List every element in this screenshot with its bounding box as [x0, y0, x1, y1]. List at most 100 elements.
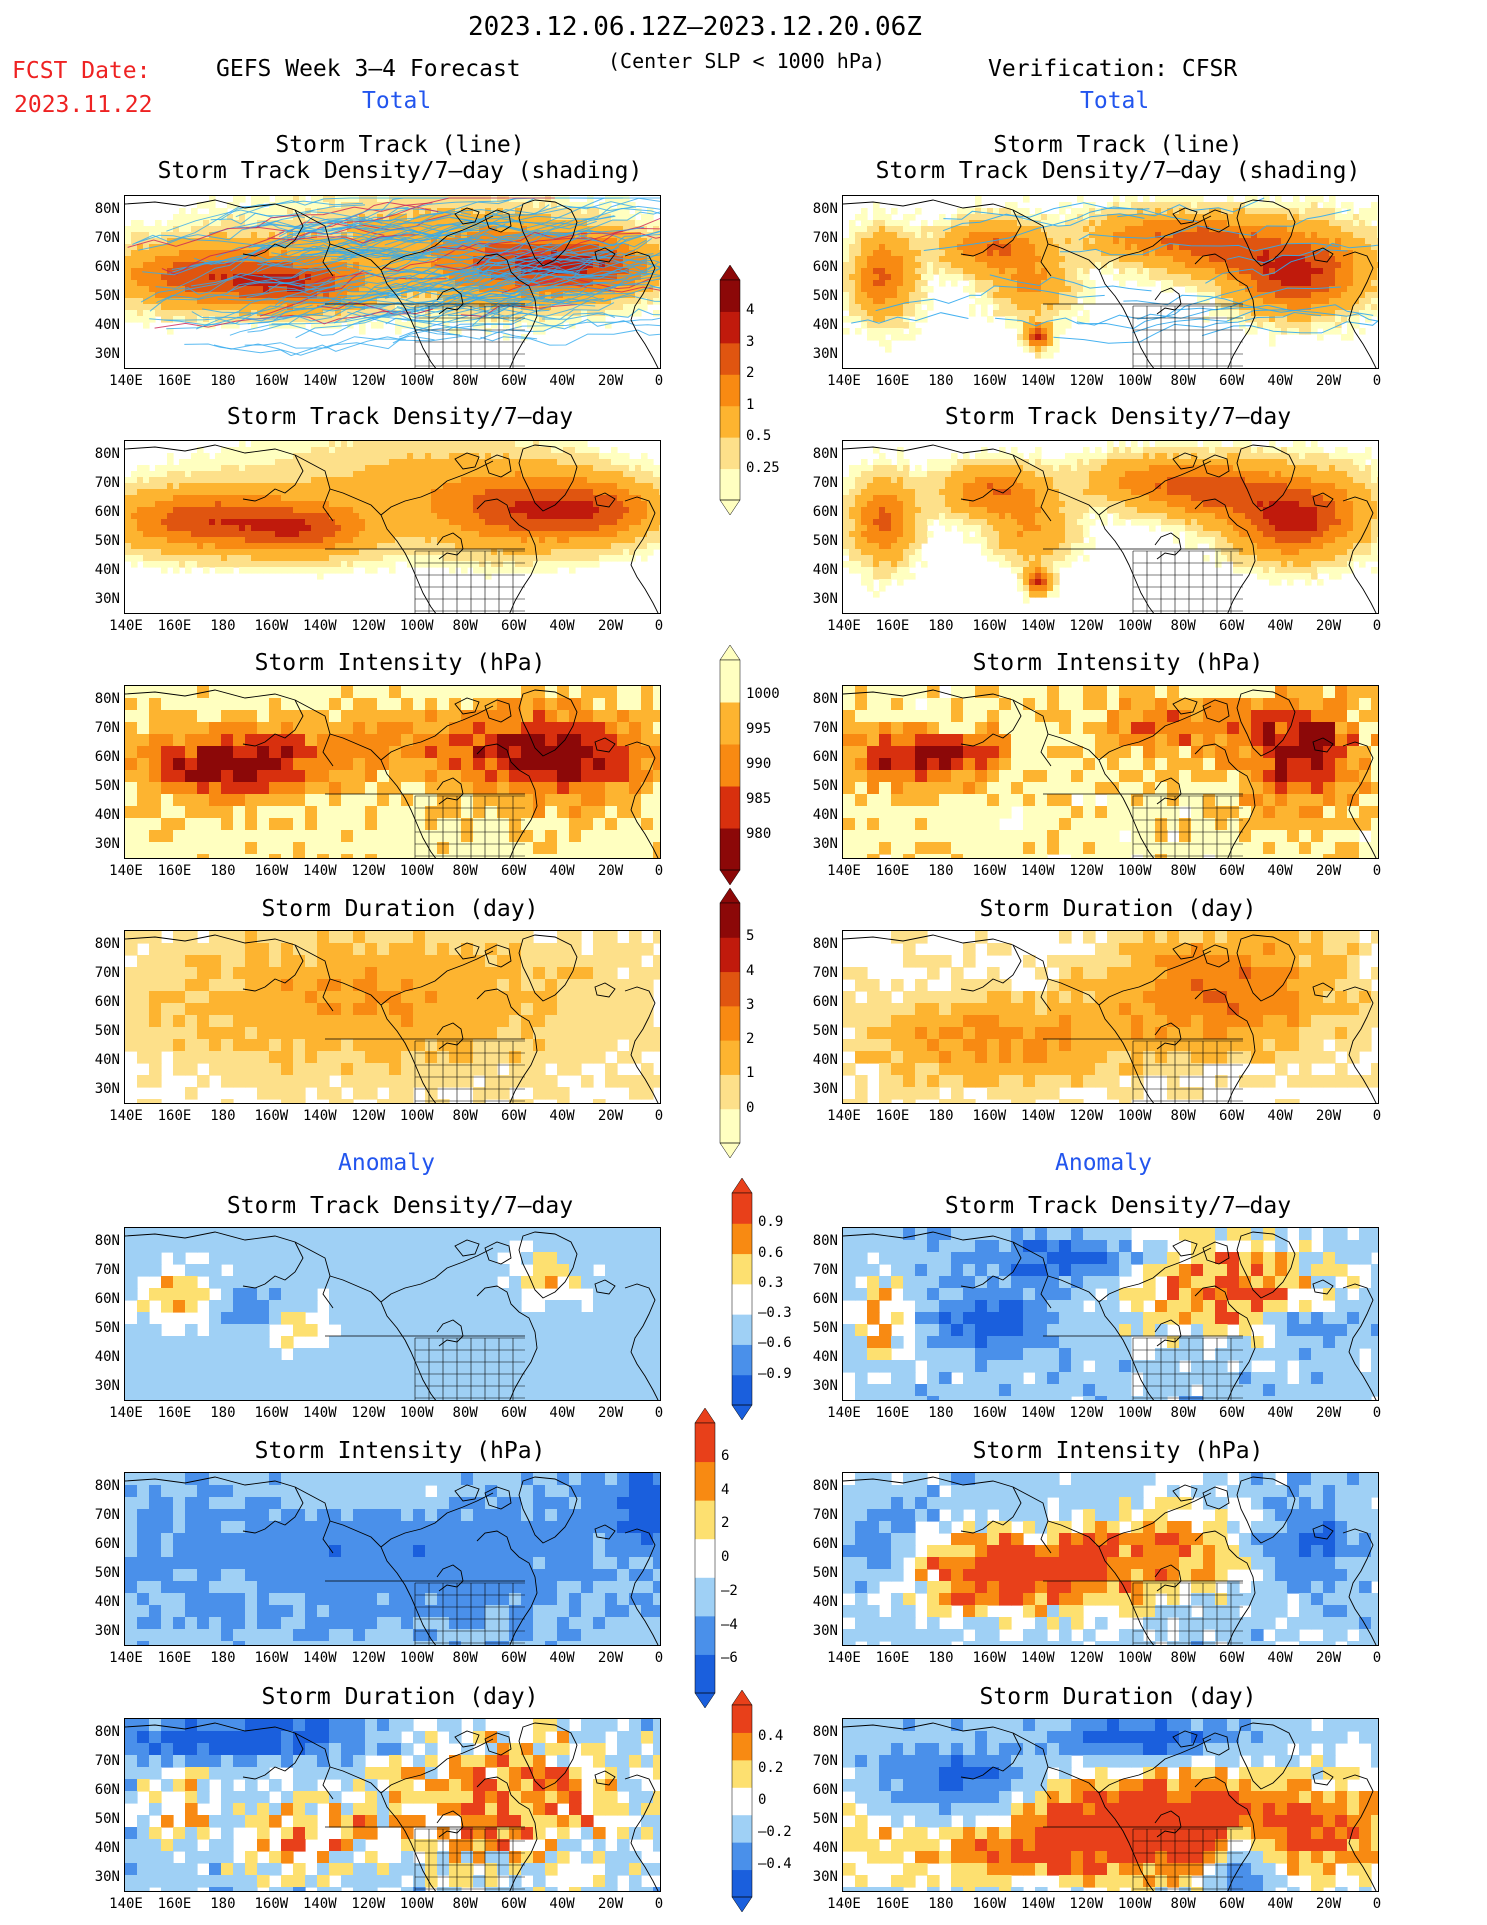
x-tick-label: 40W	[1267, 1896, 1293, 1912]
y-tick-label: 40N	[94, 1594, 120, 1610]
x-tick-label: 20W	[1315, 618, 1342, 634]
coastlines	[843, 1476, 1377, 1645]
colorbar-label: 985	[746, 791, 772, 807]
coastlines	[125, 444, 659, 613]
map-density-left	[124, 440, 661, 614]
total-label-left: Total	[362, 88, 432, 114]
y-tick-label: 50N	[812, 533, 838, 549]
title-anom-duration-right: Storm Duration (day)	[979, 1684, 1257, 1710]
title-anom-intensity-left: Storm Intensity (hPa)	[254, 1438, 546, 1464]
y-tick-label: 40N	[94, 1349, 120, 1365]
x-tick-label: 40W	[1267, 1405, 1293, 1421]
title-duration-right: Storm Duration (day)	[979, 896, 1257, 922]
colorbar-label: 0.25	[746, 459, 780, 476]
coastlines	[125, 1476, 659, 1645]
colorbar-label: –0.6	[758, 1335, 792, 1352]
y-tick-label: 40N	[812, 1052, 838, 1068]
y-tick-label: 70N	[812, 720, 838, 736]
x-tick-label: 140W	[302, 1405, 337, 1421]
x-tick-label: 120W	[351, 863, 386, 879]
y-tick-label: 70N	[812, 1753, 838, 1769]
title-intensity-right: Storm Intensity (hPa)	[972, 650, 1264, 676]
colorbar-label: –4	[721, 1616, 738, 1633]
x-tick-label: 140E	[827, 1650, 861, 1666]
x-tick-label: 180	[210, 1650, 236, 1666]
y-tick-label: 60N	[94, 1291, 120, 1307]
total-label-right: Total	[1080, 88, 1150, 114]
y-tick-label: 80N	[94, 1233, 120, 1249]
map-svg	[843, 1228, 1378, 1400]
x-tick-label: 160W	[972, 1650, 1007, 1666]
map-svg	[843, 686, 1378, 858]
x-tick-label: 60W	[1218, 1650, 1245, 1666]
x-tick-label: 140E	[109, 1108, 143, 1124]
coastlines	[125, 689, 659, 858]
y-tick-label: 80N	[94, 1724, 120, 1740]
y-tick-label: 80N	[812, 936, 838, 952]
x-tick-label: 120W	[1069, 1896, 1104, 1912]
y-tick-label: 50N	[94, 1811, 120, 1827]
x-tick-label: 160W	[254, 1650, 289, 1666]
x-tick-label: 80W	[1170, 1405, 1196, 1421]
x-tick-label: 100W	[1117, 1896, 1152, 1912]
x-tick-label: 140W	[1020, 1896, 1055, 1912]
y-tick-label: 70N	[812, 230, 838, 246]
colorbar-label: 0.6	[758, 1244, 784, 1261]
y-tick-label: 30N	[94, 1623, 120, 1639]
x-tick-label: 60W	[1218, 1405, 1245, 1421]
colorbar-label: –0.3	[758, 1305, 792, 1322]
x-tick-label: 160W	[972, 1405, 1007, 1421]
x-tick-label: 160E	[875, 618, 910, 634]
colorbar-anom-intensity	[694, 1408, 716, 1708]
x-tick-label: 60W	[500, 1650, 527, 1666]
x-tick-label: 140E	[827, 1108, 861, 1124]
coastlines	[125, 934, 659, 1103]
x-tick-label: 160W	[254, 618, 289, 634]
x-tick-label: 160W	[972, 1108, 1007, 1124]
y-tick-label: 30N	[812, 346, 838, 362]
x-tick-label: 120W	[351, 1108, 386, 1124]
x-tick-label: 80W	[1170, 618, 1196, 634]
colorbar-anom-duration	[731, 1690, 753, 1912]
y-tick-label: 70N	[94, 1262, 120, 1278]
map-svg	[843, 196, 1378, 368]
title-track-shading-right: Storm Track Density/7–day (shading)	[875, 158, 1361, 184]
y-tick-label: 60N	[812, 259, 838, 275]
x-tick-label: 140E	[109, 618, 143, 634]
x-tick-label: 20W	[597, 373, 624, 389]
x-tick-label: 20W	[597, 1896, 624, 1912]
x-tick-label: 20W	[1315, 1108, 1342, 1124]
x-tick-label: 120W	[1069, 863, 1104, 879]
colorbar-label: –6	[721, 1650, 738, 1667]
y-tick-label: 30N	[812, 591, 838, 607]
x-tick-label: 160E	[875, 1650, 910, 1666]
x-tick-label: 140E	[827, 1896, 861, 1912]
x-tick-label: 140W	[1020, 618, 1055, 634]
x-tick-label: 60W	[500, 618, 527, 634]
x-tick-label: 20W	[1315, 373, 1342, 389]
colorbar-label: 990	[746, 756, 772, 772]
colorbar-label: 995	[746, 721, 772, 737]
title-track-shading-left: Storm Track Density/7–day (shading)	[157, 158, 643, 184]
coastlines	[843, 689, 1377, 858]
x-tick-label: 0	[1372, 1108, 1382, 1124]
colorbar-label: 0	[721, 1549, 730, 1565]
colorbar-label: 5	[746, 928, 755, 945]
x-tick-label: 60W	[500, 863, 527, 879]
y-tick-label: 50N	[812, 1565, 838, 1581]
map-svg	[125, 441, 660, 613]
x-tick-label: 160E	[875, 373, 910, 389]
title-duration-left: Storm Duration (day)	[261, 896, 539, 922]
x-tick-label: 180	[210, 1405, 236, 1421]
verification-title: Verification: CFSR	[988, 56, 1238, 82]
colorbar-label: 3	[746, 996, 755, 1013]
x-tick-label: 140E	[109, 373, 143, 389]
x-tick-label: 0	[1372, 618, 1382, 634]
colorbar-label: 2	[721, 1515, 730, 1532]
x-tick-label: 60W	[1218, 863, 1245, 879]
y-tick-label: 50N	[94, 1320, 120, 1336]
x-tick-label: 100W	[399, 1896, 434, 1912]
y-tick-label: 80N	[94, 936, 120, 952]
coastlines	[843, 1722, 1377, 1891]
x-tick-label: 160E	[157, 1405, 192, 1421]
